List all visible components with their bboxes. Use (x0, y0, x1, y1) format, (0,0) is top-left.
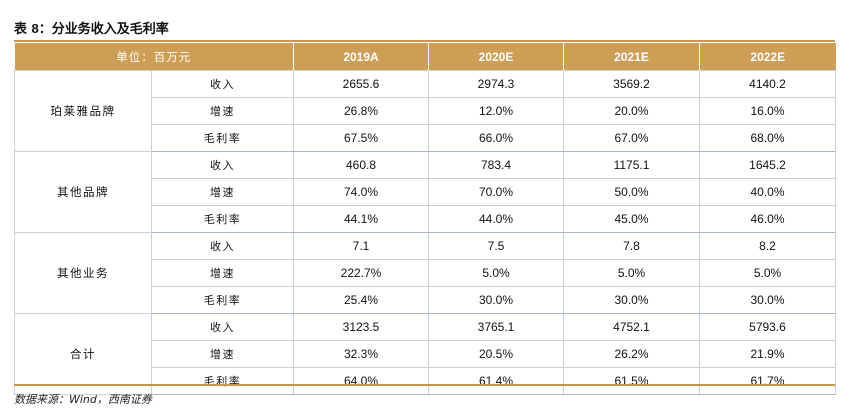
value-cell: 4140.2 (699, 70, 836, 98)
value-cell: 7.5 (428, 232, 564, 260)
revenue-margin-table: 单位：百万元 2019A 2020E 2021E 2022E 珀莱雅品牌 收入 26… (14, 43, 836, 395)
metric-label: 增速 (151, 259, 294, 287)
top-rule (14, 40, 835, 42)
value-cell: 26.8% (293, 97, 429, 125)
value-cell: 25.4% (293, 286, 429, 314)
segment-name: 其他品牌 (14, 151, 152, 233)
value-cell: 5.0% (563, 259, 700, 287)
value-cell: 8.2 (699, 232, 836, 260)
table-row: 毛利率 64.0% 61.4% 61.5% 61.7% (15, 367, 836, 395)
table-row: 合计 收入 3123.5 3765.1 4752.1 5793.6 (14, 313, 836, 395)
metric-label: 毛利率 (151, 286, 294, 314)
table-row: 其他品牌 收入 460.8 783.4 1175.1 1645.2 (14, 151, 836, 233)
value-cell: 26.2% (563, 340, 700, 368)
value-cell: 4752.1 (563, 313, 700, 341)
value-cell: 68.0% (699, 124, 836, 152)
value-cell: 1175.1 (563, 151, 700, 179)
value-cell: 61.5% (563, 367, 700, 395)
metric-label: 毛利率 (151, 124, 294, 152)
value-cell: 30.0% (563, 286, 700, 314)
value-cell: 20.0% (563, 97, 700, 125)
value-cell: 61.7% (699, 367, 836, 395)
table-number: 8 (31, 21, 39, 36)
metric-label: 增速 (151, 178, 294, 206)
table-row: 珀莱雅品牌 收入 2655.6 2974.3 3569.2 4140.2 (14, 70, 836, 152)
header-row: 单位：百万元 2019A 2020E 2021E 2022E (14, 43, 836, 71)
value-cell: 50.0% (563, 178, 700, 206)
metric-label: 毛利率 (151, 367, 294, 395)
value-cell: 44.1% (293, 205, 429, 233)
segment-name: 珀莱雅品牌 (14, 70, 152, 152)
metric-label: 收入 (151, 70, 294, 98)
metric-label: 收入 (151, 232, 294, 260)
table-row: 毛利率 25.4% 30.0% 30.0% 30.0% (15, 286, 836, 314)
value-cell: 1645.2 (699, 151, 836, 179)
table-title: 表 8：分业务收入及毛利率 (14, 18, 169, 37)
value-cell: 32.3% (293, 340, 429, 368)
value-cell: 20.5% (428, 340, 564, 368)
value-cell: 61.4% (428, 367, 564, 395)
value-cell: 40.0% (699, 178, 836, 206)
value-cell: 2974.3 (428, 70, 564, 98)
table-row: 其他业务 收入 7.1 7.5 7.8 8.2 (14, 232, 836, 314)
table-title-prefix: 表 (14, 22, 28, 37)
value-cell: 3569.2 (563, 70, 700, 98)
value-cell: 70.0% (428, 178, 564, 206)
segment-name: 合计 (14, 313, 152, 395)
metric-label: 毛利率 (151, 205, 294, 233)
value-cell: 3765.1 (428, 313, 564, 341)
table-row: 毛利率 67.5% 66.0% 67.0% 68.0% (15, 124, 836, 152)
value-cell: 7.8 (563, 232, 700, 260)
value-cell: 30.0% (428, 286, 564, 314)
value-cell: 44.0% (428, 205, 564, 233)
value-cell: 74.0% (293, 178, 429, 206)
value-cell: 67.0% (563, 124, 700, 152)
value-cell: 460.8 (293, 151, 429, 179)
metric-label: 增速 (151, 340, 294, 368)
value-cell: 45.0% (563, 205, 700, 233)
value-cell: 21.9% (699, 340, 836, 368)
table-body: 珀莱雅品牌 收入 2655.6 2974.3 3569.2 4140.2 增速 26.8% 12… (14, 70, 836, 395)
value-cell: 30.0% (699, 286, 836, 314)
value-cell: 5.0% (428, 259, 564, 287)
table-title-text: ：分业务收入及毛利率 (38, 22, 169, 37)
year-header: 2022E (699, 43, 836, 71)
value-cell: 5793.6 (699, 313, 836, 341)
unit-header: 单位：百万元 (14, 43, 294, 71)
year-header: 2020E (428, 43, 564, 71)
source-note: 数据来源：Wind，西南证券 (14, 393, 152, 406)
value-cell: 783.4 (428, 151, 564, 179)
year-header: 2019A (293, 43, 429, 71)
segment-name: 其他业务 (14, 232, 152, 314)
value-cell: 5.0% (699, 259, 836, 287)
value-cell: 12.0% (428, 97, 564, 125)
value-cell: 67.5% (293, 124, 429, 152)
value-cell: 16.0% (699, 97, 836, 125)
table-row: 增速 26.8% 12.0% 20.0% 16.0% (15, 97, 836, 125)
value-cell: 3123.5 (293, 313, 429, 341)
value-cell: 2655.6 (293, 70, 429, 98)
value-cell: 46.0% (699, 205, 836, 233)
metric-label: 收入 (151, 151, 294, 179)
metric-label: 收入 (151, 313, 294, 341)
table-row: 增速 222.7% 5.0% 5.0% 5.0% (15, 259, 836, 287)
table-row: 增速 74.0% 70.0% 50.0% 40.0% (15, 178, 836, 206)
bottom-rule (14, 384, 835, 386)
value-cell: 66.0% (428, 124, 564, 152)
year-header: 2021E (563, 43, 700, 71)
metric-label: 增速 (151, 97, 294, 125)
value-cell: 222.7% (293, 259, 429, 287)
value-cell: 64.0% (293, 367, 429, 395)
table-row: 毛利率 44.1% 44.0% 45.0% 46.0% (15, 205, 836, 233)
value-cell: 7.1 (293, 232, 429, 260)
